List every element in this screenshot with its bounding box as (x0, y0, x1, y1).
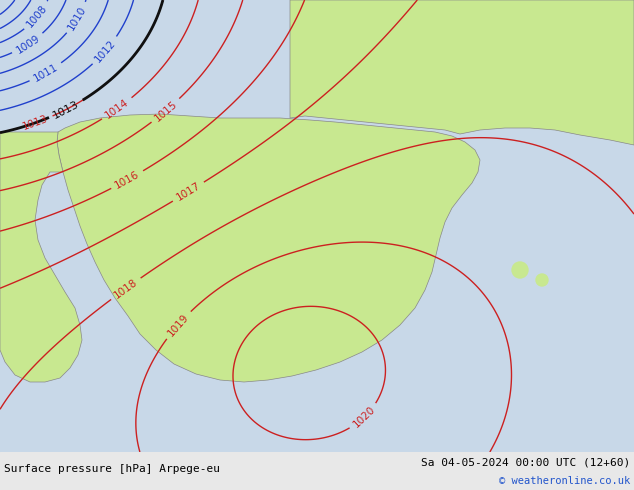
Text: 1015: 1015 (152, 98, 179, 123)
Polygon shape (57, 114, 480, 382)
Circle shape (512, 262, 528, 278)
Text: 1009: 1009 (14, 33, 42, 55)
Text: 1008: 1008 (25, 3, 49, 29)
Polygon shape (290, 0, 634, 145)
Text: © weatheronline.co.uk: © weatheronline.co.uk (499, 475, 630, 486)
Text: 1011: 1011 (32, 62, 60, 83)
Text: 1010: 1010 (67, 4, 89, 32)
Polygon shape (0, 132, 82, 382)
Text: 1019: 1019 (165, 312, 191, 338)
Text: 1014: 1014 (103, 97, 131, 121)
Text: 1012: 1012 (93, 38, 118, 64)
Text: 1013: 1013 (51, 98, 81, 120)
Text: 1017: 1017 (174, 180, 202, 203)
Text: 1016: 1016 (113, 169, 141, 191)
Text: Sa 04-05-2024 00:00 UTC (12+60): Sa 04-05-2024 00:00 UTC (12+60) (421, 458, 630, 467)
Circle shape (536, 274, 548, 286)
Text: Surface pressure [hPa] Arpege-eu: Surface pressure [hPa] Arpege-eu (4, 464, 220, 474)
Text: 1013: 1013 (22, 114, 49, 132)
Text: 1020: 1020 (351, 404, 377, 430)
Text: 1018: 1018 (112, 277, 139, 300)
